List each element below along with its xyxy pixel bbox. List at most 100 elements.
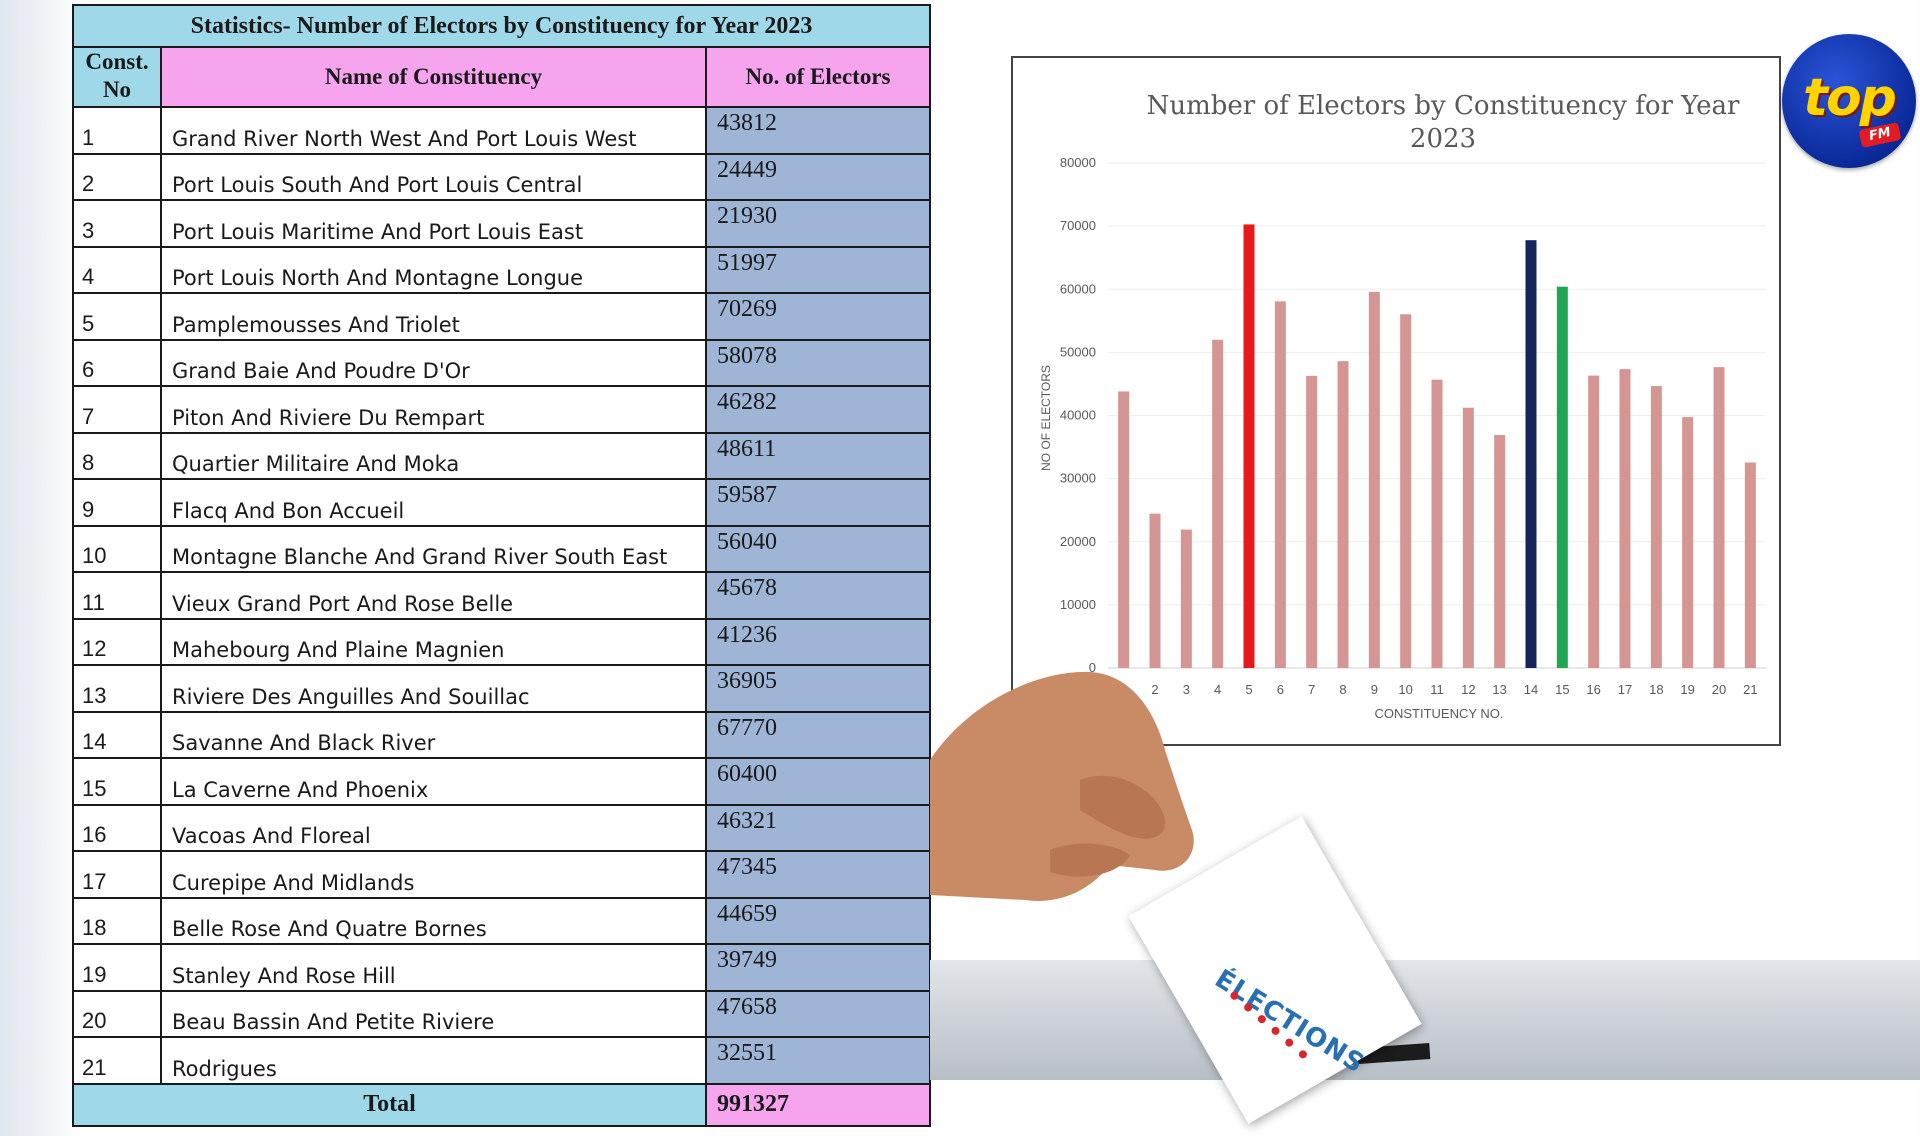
constituency-name-cell: Beau Bassin And Petite Riviere: [160, 989, 707, 1038]
constituency-number-cell: 17: [72, 850, 162, 899]
table-row: 10 Montagne Blanche And Grand River South…: [72, 524, 931, 573]
electors-count-cell: 56040: [705, 524, 931, 573]
electors-count-cell: 41236: [705, 617, 931, 666]
x-tick-label: 18: [1649, 682, 1663, 697]
electors-bar-chart: Number of Electors by Constituency for Y…: [1011, 56, 1781, 746]
x-tick-label: 2: [1151, 682, 1158, 697]
table-row: 2 Port Louis South And Port Louis Central…: [72, 152, 931, 201]
y-tick-label: 80000: [1060, 155, 1096, 170]
bar-constituency-19: [1682, 417, 1694, 668]
electors-count-cell: 24449: [705, 152, 931, 201]
x-tick-label: 9: [1371, 682, 1378, 697]
total-label: Total: [72, 1082, 707, 1127]
electors-count-cell: 70269: [705, 292, 931, 341]
header-electors: No. of Electors: [705, 46, 931, 108]
table-header-row: Const. No Name of Constituency No. of El…: [72, 46, 931, 108]
table-body: 1 Grand River North West And Port Louis W…: [72, 106, 931, 1085]
constituency-name-cell: Rodrigues: [160, 1036, 707, 1085]
total-value: 991327: [705, 1082, 931, 1127]
bar-constituency-2: [1149, 513, 1161, 668]
constituency-number-cell: 12: [72, 617, 162, 666]
bar-constituency-9: [1368, 291, 1380, 668]
table-row: 13 Riviere Des Anguilles And Souillac 3690…: [72, 664, 931, 713]
y-tick-label: 60000: [1060, 281, 1096, 296]
bar-constituency-7: [1306, 375, 1318, 668]
constituency-name-cell: Port Louis North And Montagne Longue: [160, 245, 707, 294]
table-row: 4 Port Louis North And Montagne Longue 519…: [72, 245, 931, 294]
y-tick-label: 50000: [1060, 344, 1096, 359]
constituency-name-cell: Piton And Riviere Du Rempart: [160, 385, 707, 434]
electors-count-cell: 46321: [705, 803, 931, 852]
constituency-name-cell: Montagne Blanche And Grand River South E…: [160, 524, 707, 573]
electors-count-cell: 60400: [705, 757, 931, 806]
constituency-number-cell: 7: [72, 385, 162, 434]
constituency-number-cell: 2: [72, 152, 162, 201]
constituency-number-cell: 16: [72, 803, 162, 852]
bar-constituency-21: [1744, 462, 1756, 668]
x-tick-label: 5: [1245, 682, 1252, 697]
electors-count-cell: 58078: [705, 338, 931, 387]
constituency-number-cell: 6: [72, 338, 162, 387]
constituency-name-cell: La Caverne And Phoenix: [160, 757, 707, 806]
chart-svg: Number of Electors by Constituency for Y…: [1039, 91, 1766, 721]
x-tick-label: 14: [1524, 682, 1538, 697]
electors-table: Statistics- Number of Electors by Consti…: [72, 4, 931, 1127]
bar-constituency-3: [1180, 529, 1192, 668]
constituency-name-cell: Vieux Grand Port And Rose Belle: [160, 571, 707, 620]
bar-constituency-15: [1556, 286, 1568, 668]
ballot-box-icon: [930, 960, 1920, 1080]
constituency-name-cell: Flacq And Bon Accueil: [160, 478, 707, 527]
table-row: 15 La Caverne And Phoenix 60400: [72, 757, 931, 806]
constituency-number-cell: 5: [72, 292, 162, 341]
chart-y-axis-label: NO OF ELECTORS: [1039, 365, 1053, 471]
x-tick-label: 21: [1743, 682, 1757, 697]
y-tick-label: 10000: [1060, 597, 1096, 612]
constituency-name-cell: Grand River North West And Port Louis We…: [160, 106, 707, 155]
electors-count-cell: 47658: [705, 989, 931, 1038]
x-tick-label: 4: [1214, 682, 1221, 697]
constituency-number-cell: 18: [72, 896, 162, 945]
x-tick-label: 20: [1712, 682, 1726, 697]
x-tick-label: 16: [1586, 682, 1600, 697]
table-row: 20 Beau Bassin And Petite Riviere 47658: [72, 989, 931, 1038]
y-tick-label: 20000: [1060, 534, 1096, 549]
constituency-name-cell: Quartier Militaire And Moka: [160, 431, 707, 480]
bar-constituency-6: [1274, 301, 1286, 668]
header-const-no: Const. No: [72, 46, 162, 108]
table-row: 14 Savanne And Black River 67770: [72, 710, 931, 759]
constituency-number-cell: 14: [72, 710, 162, 759]
electors-table-panel: Statistics- Number of Electors by Consti…: [72, 4, 931, 1127]
table-row: 11 Vieux Grand Port And Rose Belle 45678: [72, 571, 931, 620]
x-tick-label: 7: [1308, 682, 1315, 697]
top-fm-logo: top FM: [1782, 34, 1916, 168]
constituency-number-cell: 1: [72, 106, 162, 155]
electors-count-cell: 39749: [705, 943, 931, 992]
electors-count-cell: 48611: [705, 431, 931, 480]
table-row: 1 Grand River North West And Port Louis W…: [72, 106, 931, 155]
electors-count-cell: 45678: [705, 571, 931, 620]
x-tick-label: 6: [1277, 682, 1284, 697]
bar-constituency-10: [1400, 314, 1412, 668]
table-row: 18 Belle Rose And Quatre Bornes 44659: [72, 896, 931, 945]
bar-constituency-8: [1337, 361, 1349, 668]
electors-count-cell: 43812: [705, 106, 931, 155]
chart-bars: [1118, 224, 1756, 668]
table-title: Statistics- Number of Electors by Consti…: [72, 4, 931, 48]
ballot-text: ÉLECTIONS: [1209, 964, 1370, 1080]
constituency-name-cell: Pamplemousses And Triolet: [160, 292, 707, 341]
x-tick-label: 17: [1618, 682, 1632, 697]
constituency-number-cell: 13: [72, 664, 162, 713]
constituency-number-cell: 15: [72, 757, 162, 806]
y-tick-label: 30000: [1060, 471, 1096, 486]
electors-count-cell: 36905: [705, 664, 931, 713]
constituency-number-cell: 21: [72, 1036, 162, 1085]
constituency-name-cell: Mahebourg And Plaine Magnien: [160, 617, 707, 666]
electors-count-cell: 44659: [705, 896, 931, 945]
constituency-name-cell: Grand Baie And Poudre D'Or: [160, 338, 707, 387]
table-row: 12 Mahebourg And Plaine Magnien 41236: [72, 617, 931, 666]
header-constituency-name: Name of Constituency: [160, 46, 707, 108]
x-tick-label: 3: [1183, 682, 1190, 697]
x-tick-label: 11: [1430, 682, 1444, 697]
y-tick-label: 70000: [1060, 218, 1096, 233]
chart-title-line-2: 2023: [1410, 124, 1476, 154]
